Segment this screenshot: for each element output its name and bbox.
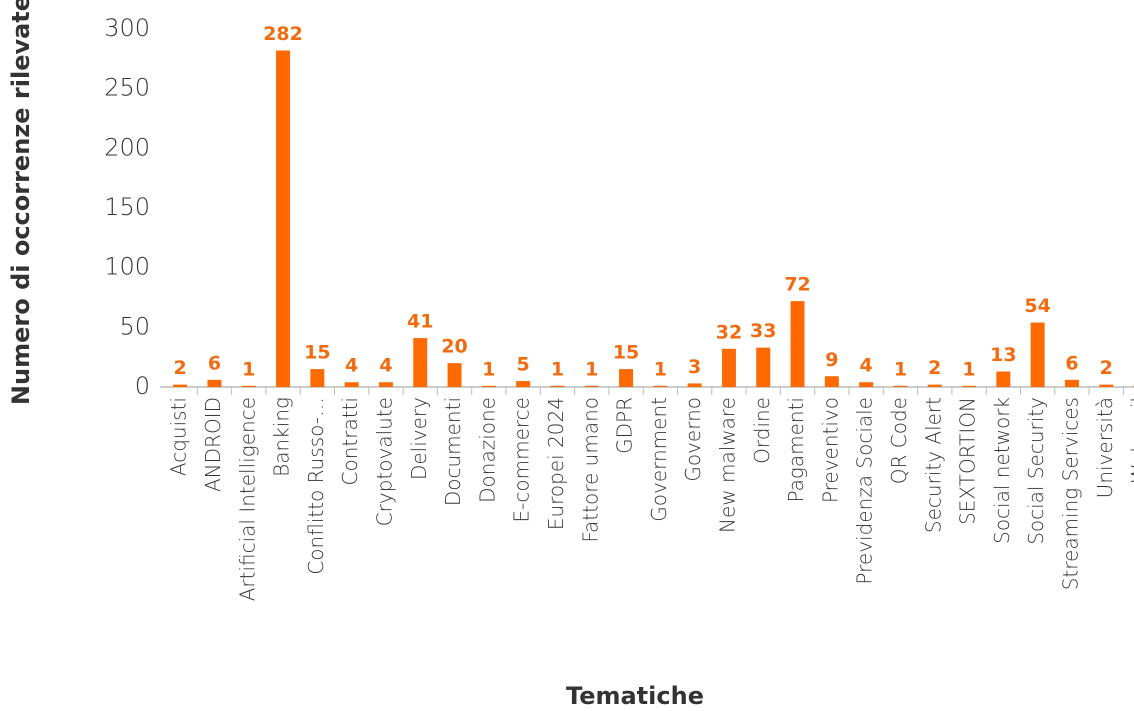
- data-label: 6: [208, 352, 221, 374]
- bar: [1030, 322, 1045, 387]
- x-tick-label: Ordine: [750, 397, 774, 464]
- data-label: 4: [345, 355, 358, 377]
- x-tick-label: Government: [647, 397, 671, 522]
- bar: [241, 385, 256, 387]
- bar: [173, 384, 188, 387]
- data-label: 4: [379, 355, 392, 377]
- bar: [687, 383, 702, 387]
- bar: [276, 50, 291, 387]
- bar: [1064, 379, 1079, 387]
- data-label: 1: [551, 358, 564, 380]
- data-label: 1: [654, 358, 667, 380]
- x-tick-label: Conflitto Russo-…: [304, 397, 328, 575]
- bar: [378, 382, 393, 387]
- data-label: 33: [750, 320, 776, 342]
- y-tick-label: 50: [119, 312, 150, 340]
- data-label: 5: [517, 354, 530, 376]
- data-label: 1: [482, 358, 495, 380]
- bar: [447, 363, 462, 387]
- y-tick-label: 250: [104, 74, 150, 102]
- bar: [859, 382, 874, 387]
- x-tick-label: Security Alert: [921, 397, 945, 533]
- data-label: 20: [441, 336, 467, 358]
- x-tick-label: Documenti: [441, 397, 465, 506]
- data-label: 1: [894, 358, 907, 380]
- x-tick-label: Social network: [990, 397, 1014, 544]
- x-tick-label: Webmail: [1127, 397, 1134, 483]
- y-tick-label: 0: [135, 372, 150, 400]
- y-tick-label: 100: [104, 253, 150, 281]
- data-label: 13: [990, 344, 1016, 366]
- bar: [413, 338, 428, 387]
- x-tick-label: SEXTORTION: [956, 397, 980, 525]
- y-tick-label: 150: [104, 193, 150, 221]
- data-label: 3: [688, 356, 701, 378]
- data-label: 54: [1024, 295, 1050, 317]
- x-tick-label: Delivery: [407, 397, 431, 480]
- data-label: 32: [716, 321, 742, 343]
- x-tick-label: Governo: [681, 397, 705, 482]
- data-label: 2: [174, 357, 187, 379]
- bar: [756, 347, 771, 387]
- bar: [653, 385, 668, 387]
- x-tick-label: Preventivo: [818, 397, 842, 503]
- data-label: 15: [613, 342, 639, 364]
- x-tick-label: Università: [1093, 397, 1117, 498]
- data-label: 1: [962, 358, 975, 380]
- bar: [824, 376, 839, 387]
- bar: [344, 382, 359, 387]
- bar: [893, 385, 908, 387]
- bar: [207, 379, 222, 387]
- x-tick-label: GDPR: [613, 397, 637, 454]
- x-tick-label: ANDROID: [201, 397, 225, 492]
- bar: [516, 381, 531, 387]
- data-label: 282: [263, 23, 303, 45]
- bar: [550, 385, 565, 387]
- x-tick-label: E-commerce: [510, 397, 534, 522]
- data-label: 6: [1065, 352, 1078, 374]
- bar: [790, 301, 805, 387]
- data-label: 2: [928, 357, 941, 379]
- data-label: 9: [825, 349, 838, 371]
- data-label: 15: [304, 342, 330, 364]
- x-tick-label: Previdenza Sociale: [853, 397, 877, 585]
- x-tick-label: Artificial Intelligence: [235, 397, 259, 601]
- x-tick-label: Europei 2024: [544, 397, 568, 530]
- x-tick-label: Fattore umano: [578, 397, 602, 543]
- x-tick-label: Streaming Services: [1058, 397, 1082, 590]
- bar: [996, 371, 1011, 387]
- bar: [1099, 384, 1114, 387]
- bar: [584, 385, 599, 387]
- data-label: 1: [585, 358, 598, 380]
- x-tick-label: Cryptovalute: [372, 397, 396, 526]
- bar: [962, 385, 977, 387]
- data-label: 2: [1100, 357, 1113, 379]
- x-tick-label: QR Code: [887, 397, 911, 484]
- data-label: 72: [784, 274, 810, 296]
- bar: [721, 348, 736, 387]
- bar: [927, 384, 942, 387]
- data-label: 41: [407, 311, 433, 333]
- x-tick-label: Donazione: [475, 397, 499, 503]
- y-tick-label: 300: [104, 14, 150, 42]
- bar: [619, 369, 634, 387]
- x-axis-title: Tematiche: [566, 682, 704, 710]
- x-tick-label: Social Security: [1024, 397, 1048, 545]
- bar: [481, 385, 496, 387]
- x-tick-label: Pagamenti: [784, 397, 808, 503]
- x-tick-label: Acquisti: [167, 397, 191, 476]
- data-label: 1: [242, 358, 255, 380]
- x-tick-label: New malware: [715, 397, 739, 533]
- data-label: 4: [860, 355, 873, 377]
- x-tick-label: Contratti: [338, 397, 362, 485]
- bar: [310, 369, 325, 387]
- y-axis-title: Numero di occorrenze rilevate: [7, 0, 35, 405]
- y-tick-label: 200: [104, 133, 150, 161]
- x-tick-label: Banking: [270, 397, 294, 477]
